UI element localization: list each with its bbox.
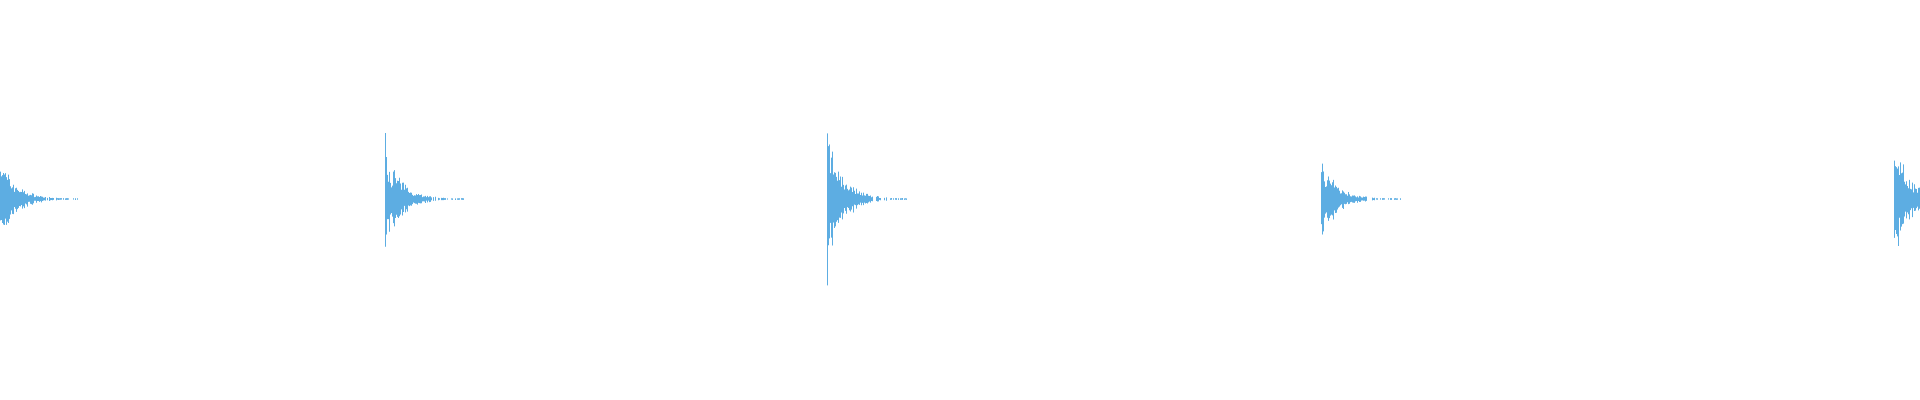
transient-burst xyxy=(827,133,907,286)
transient-burst xyxy=(1894,160,1920,246)
transient-burst xyxy=(0,171,78,225)
transient-burst xyxy=(385,133,464,247)
transient-burst xyxy=(1321,163,1401,235)
